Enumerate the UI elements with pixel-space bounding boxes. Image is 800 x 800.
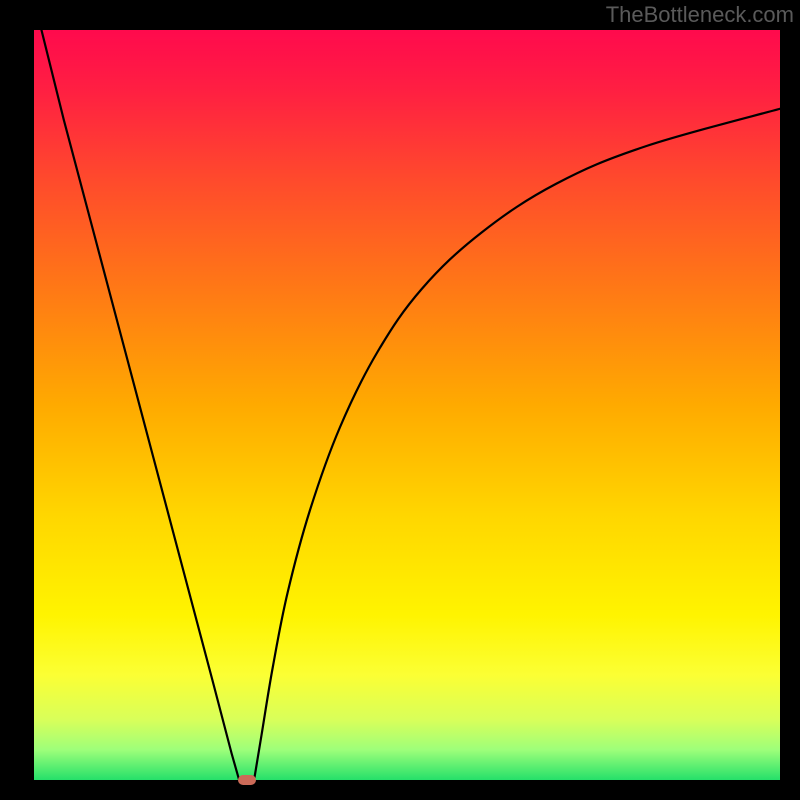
curve-left-branch [41, 30, 239, 780]
curve-right-branch [254, 109, 780, 780]
frame-right [780, 0, 800, 800]
bottleneck-curve-svg [34, 30, 780, 780]
optimal-point-marker [238, 775, 256, 785]
frame-left [0, 0, 34, 800]
frame-bottom [0, 780, 800, 800]
watermark-text: TheBottleneck.com [606, 2, 794, 28]
